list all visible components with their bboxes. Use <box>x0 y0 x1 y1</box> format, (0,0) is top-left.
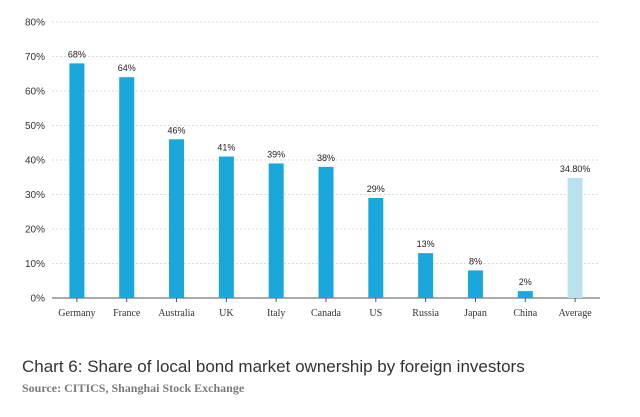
y-tick-label: 80% <box>25 18 45 29</box>
x-tick-label: Average <box>559 308 593 319</box>
x-tick-label: Japan <box>464 308 487 319</box>
chart-title: Chart 6: Share of local bond market owne… <box>22 357 525 376</box>
x-tick-label: Canada <box>311 308 342 319</box>
x-tick-label: UK <box>219 308 234 319</box>
chart-source: Source: CITICS, Shanghai Stock Exchange <box>22 381 245 395</box>
bar-russia <box>418 253 434 298</box>
data-label: 34.80% <box>560 164 591 174</box>
data-label: 13% <box>417 239 435 249</box>
data-label: 2% <box>519 277 532 287</box>
x-tick-label: US <box>369 308 382 319</box>
bar-australia <box>169 139 185 298</box>
x-tick-label: Russia <box>412 308 439 319</box>
x-tick-label: Australia <box>158 308 195 319</box>
bar-japan <box>467 270 483 298</box>
bar-average <box>567 177 583 298</box>
bar-canada <box>318 166 334 298</box>
data-label: 46% <box>168 125 186 135</box>
bar-us <box>368 197 384 298</box>
data-label: 41% <box>217 143 235 153</box>
bar-china <box>517 291 533 298</box>
y-tick-label: 50% <box>25 121 45 132</box>
x-tick-label: France <box>113 308 141 319</box>
y-tick-label: 40% <box>25 156 45 167</box>
y-tick-label: 30% <box>25 190 45 201</box>
y-tick-label: 0% <box>31 294 46 305</box>
bar-italy <box>268 163 284 298</box>
data-label: 8% <box>469 256 482 266</box>
data-label: 64% <box>118 63 136 73</box>
data-label: 38% <box>317 153 335 163</box>
x-tick-label: Italy <box>267 308 285 319</box>
data-label: 68% <box>68 49 86 59</box>
bar-germany <box>69 63 85 299</box>
y-tick-label: 60% <box>25 87 45 98</box>
data-label: 29% <box>367 184 385 194</box>
y-tick-label: 20% <box>25 225 45 236</box>
x-tick-label: China <box>513 308 537 319</box>
y-tick-label: 70% <box>25 52 45 63</box>
data-label: 39% <box>267 149 285 159</box>
x-tick-label: Germany <box>58 308 95 319</box>
y-tick-label: 10% <box>25 259 45 270</box>
bar-uk <box>218 156 234 298</box>
bar-france <box>119 77 135 298</box>
